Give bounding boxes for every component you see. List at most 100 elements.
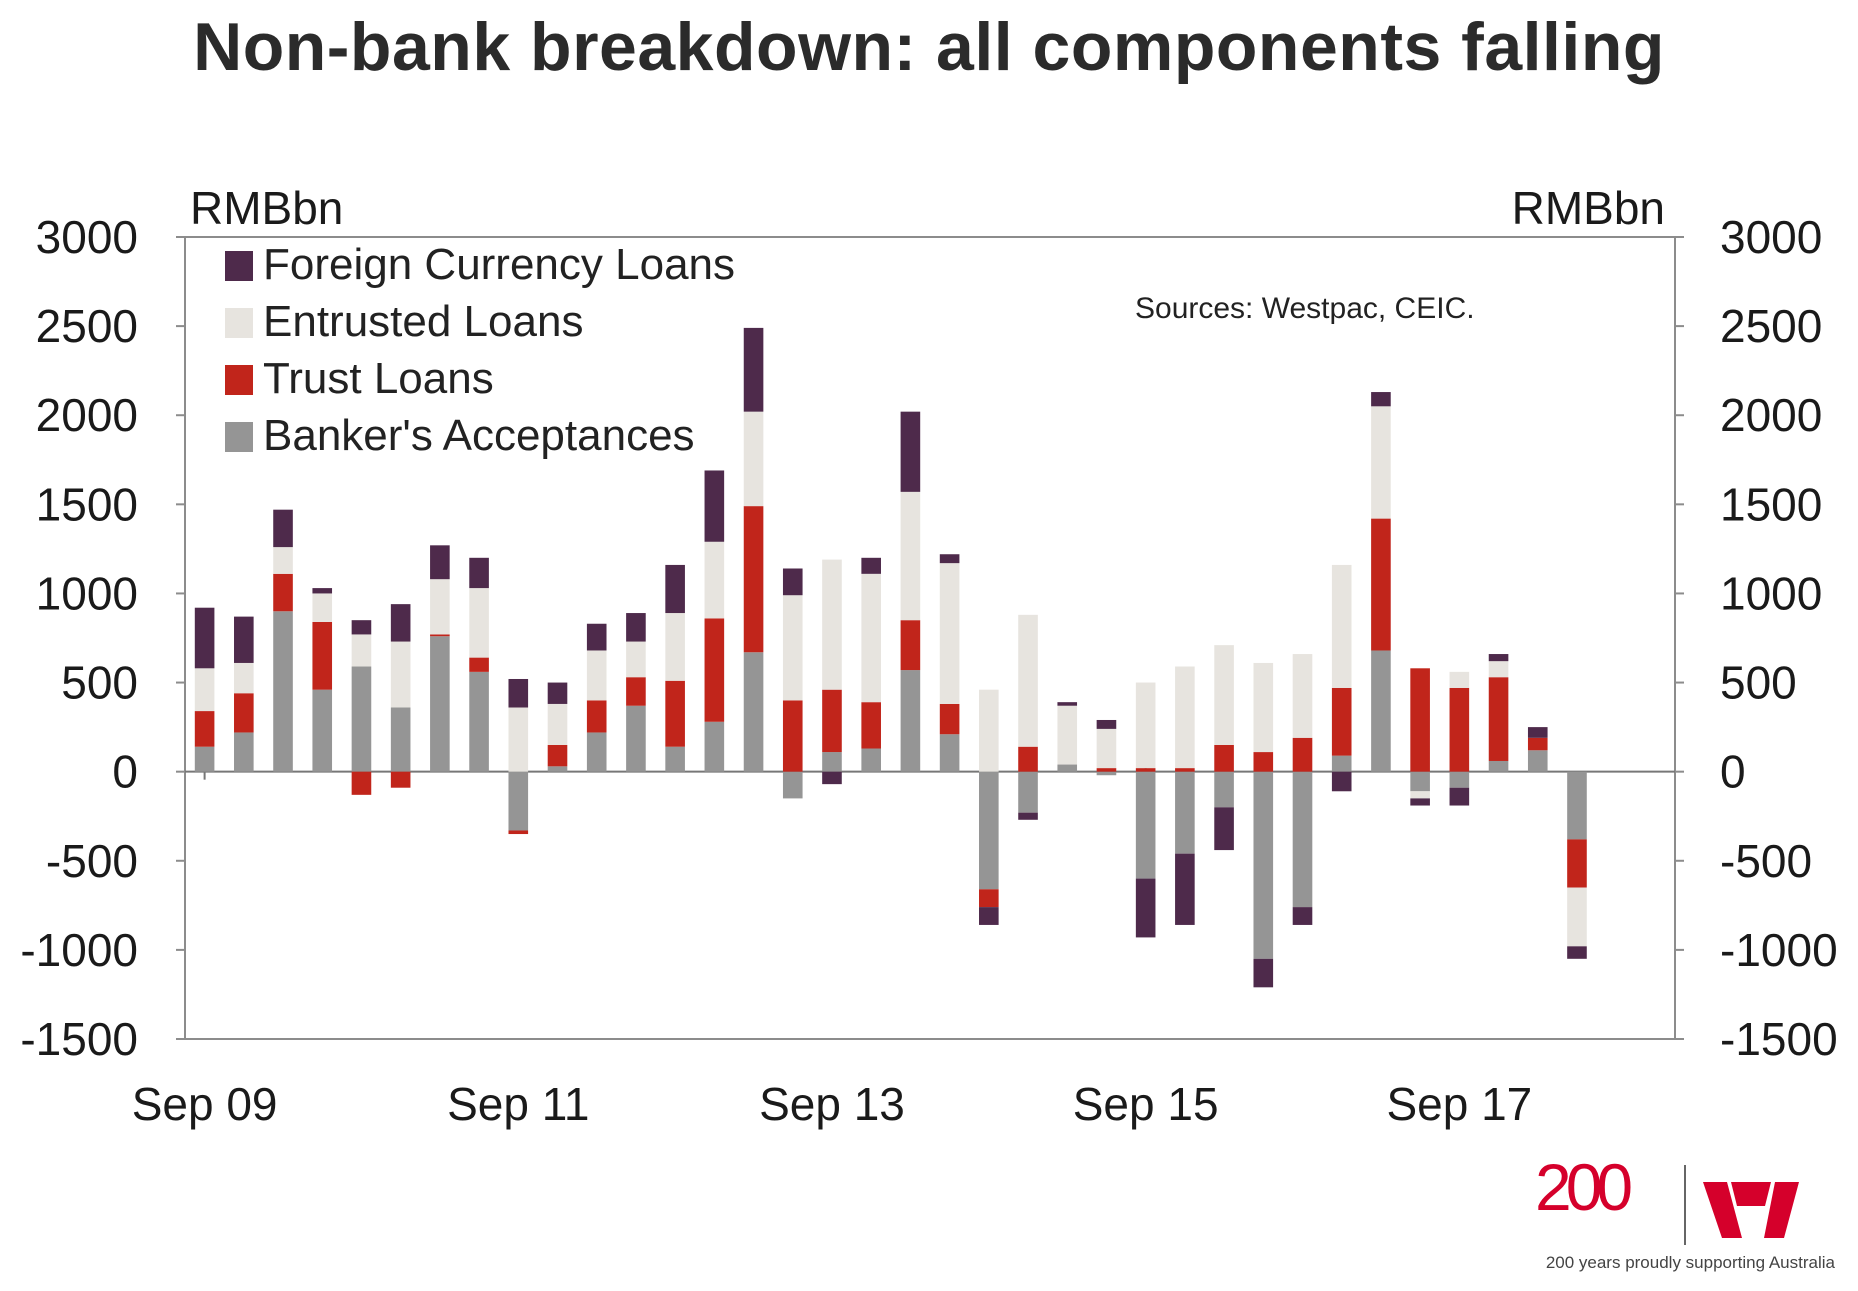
bar-segment <box>1292 737 1313 772</box>
bar-segment <box>665 613 685 681</box>
bar-segment <box>390 604 411 642</box>
bar-segment <box>979 889 999 908</box>
bar-segment <box>1410 771 1430 792</box>
bar-segment <box>1175 768 1195 772</box>
y-tick-label-right: 500 <box>1720 657 1797 709</box>
bar-segment <box>547 703 568 745</box>
bar-segment <box>194 607 215 669</box>
bar-segment <box>939 554 960 564</box>
x-tick-label: Sep 13 <box>759 1078 905 1130</box>
bar-segment <box>1410 798 1430 806</box>
bar-segment <box>900 491 921 621</box>
bar-segment <box>1567 771 1587 840</box>
y-tick-label-left: -500 <box>46 835 138 887</box>
bar-segment <box>743 506 764 653</box>
bar-segment <box>351 620 372 635</box>
bar-segment <box>1488 760 1509 772</box>
bar-segment <box>822 689 842 753</box>
bar-segment <box>1371 392 1391 407</box>
bar-segment <box>704 541 725 619</box>
legend-label: Banker's Acceptances <box>263 411 695 460</box>
bar-segment <box>430 634 450 637</box>
bar-segment <box>234 693 254 733</box>
bar-segment <box>351 634 372 667</box>
legend-swatch <box>225 365 253 395</box>
bar-segment <box>1096 728 1117 769</box>
bar-segment <box>1449 687 1470 772</box>
bar-segment <box>1527 727 1548 738</box>
bar-segment <box>1567 887 1587 947</box>
legend-label: Trust Loans <box>263 354 494 403</box>
bar-segment <box>1096 768 1117 772</box>
bar-segment <box>1371 406 1391 519</box>
y-tick-label-left: 3000 <box>36 211 138 263</box>
y-tick-label-right: 3000 <box>1720 211 1822 263</box>
bar-segment <box>782 595 803 701</box>
stacked-bar-chart: 3000 3000 2500 2500 2000 2000 1500 1500 1000 1000… <box>20 182 1838 1130</box>
y-tick-label-right: 0 <box>1720 746 1746 798</box>
bar-segment <box>1214 771 1234 808</box>
bar-segment <box>508 771 529 831</box>
bar-segment <box>430 545 450 580</box>
bar-segment <box>1175 666 1195 769</box>
bar-segment <box>390 707 411 772</box>
bar-segment <box>1253 662 1274 753</box>
bar-segment <box>1449 671 1470 688</box>
bar-segment <box>194 711 215 747</box>
bar-segment <box>351 771 372 795</box>
bar-segment <box>900 670 921 772</box>
bar-segment <box>1292 771 1313 908</box>
bar-segment <box>743 652 764 772</box>
bar-segment <box>273 611 293 772</box>
bar-segment <box>626 641 646 678</box>
bar-segment <box>979 689 999 772</box>
bar-segment <box>1253 958 1274 988</box>
bar-segment <box>1018 746 1038 772</box>
bar-segment <box>782 771 803 799</box>
bar-segment <box>1253 771 1274 959</box>
legend-label: Entrusted Loans <box>263 297 583 346</box>
bar-segment <box>1371 518 1391 651</box>
bar-segment <box>1057 705 1078 765</box>
bar-segment <box>861 748 881 772</box>
westpac-w-icon <box>1703 1182 1799 1238</box>
y-tick-label-left: 0 <box>112 746 138 798</box>
y-tick-label-right: 1000 <box>1720 567 1822 619</box>
bar-segment <box>469 557 489 589</box>
y-tick-label-left: 2500 <box>36 300 138 352</box>
bar-segment <box>1488 661 1509 678</box>
y-tick-label-right: -500 <box>1720 835 1812 887</box>
y-tick-label-left: 2000 <box>36 389 138 441</box>
y-tick-label-right: 1500 <box>1720 478 1822 530</box>
bar-segment <box>547 766 568 772</box>
legend: Foreign Currency Loans Entrusted Loans Tru… <box>225 240 735 460</box>
bar-segment <box>312 621 333 690</box>
bar-segment <box>665 564 685 614</box>
bar-segment <box>312 593 333 622</box>
x-tick-label: Sep 09 <box>132 1078 278 1130</box>
bar-segment <box>1449 787 1470 806</box>
bar-segment <box>508 707 529 772</box>
bar-segment <box>586 700 607 733</box>
bar-segment <box>1449 771 1470 788</box>
bar-segment <box>626 613 646 642</box>
bar-segment <box>822 771 842 785</box>
bar-segment <box>861 573 881 703</box>
bar-segment <box>430 636 450 772</box>
y-tick-label-left: -1000 <box>20 924 138 976</box>
bar-segment <box>861 557 881 574</box>
y-axis-label-left: RMBbn <box>190 182 343 234</box>
bar-segment <box>586 650 607 701</box>
y-tick-label-right: -1500 <box>1720 1013 1838 1065</box>
bar-segment <box>1567 946 1587 959</box>
bar-segment <box>547 682 568 704</box>
bar-segment <box>782 568 803 596</box>
bar-segment <box>861 702 881 749</box>
bar-segment <box>1292 654 1313 738</box>
chart-title: Non-bank breakdown: all components falli… <box>193 9 1665 85</box>
legend-label: Foreign Currency Loans <box>263 240 735 289</box>
legend-swatch <box>225 251 253 281</box>
bar-segment <box>586 623 607 651</box>
y-tick-label-right: -1000 <box>1720 924 1838 976</box>
bar-segment <box>234 732 254 772</box>
